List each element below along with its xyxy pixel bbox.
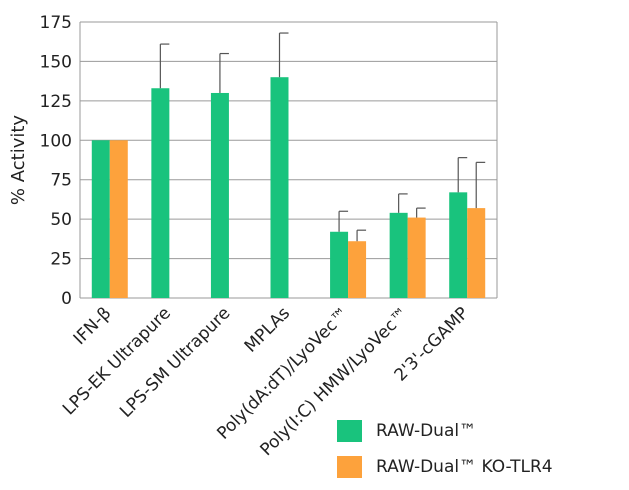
legend-item-raw-dual: RAW-Dual™ xyxy=(337,417,553,445)
bar-raw-dual xyxy=(151,88,170,299)
bar-raw-dual xyxy=(389,212,408,298)
legend-swatch-raw-dual-ko-tlr4 xyxy=(337,456,362,478)
legend-label-raw-dual: RAW-Dual™ xyxy=(376,421,477,441)
legend-label-raw-dual-ko-tlr4: RAW-Dual™ KO-TLR4 xyxy=(376,457,553,477)
y-axis-label: % Activity xyxy=(8,115,29,205)
bar-raw-dual xyxy=(210,92,229,298)
y-tick-label: 125 xyxy=(40,92,72,112)
x-tick-label: LPS-SM Ultrapure xyxy=(116,303,234,421)
y-tick-label: 175 xyxy=(40,13,72,33)
x-tick-label: LPS-EK Ultrapure xyxy=(59,303,175,419)
y-tick-label: 75 xyxy=(50,171,72,191)
y-tick-label: 25 xyxy=(50,250,72,270)
legend-swatch-raw-dual xyxy=(337,420,362,442)
x-tick-label: MPLAs xyxy=(241,303,294,356)
bar-raw-dual xyxy=(91,140,110,298)
y-tick-label: 0 xyxy=(61,289,72,309)
plot-frame xyxy=(79,22,498,298)
error-bars xyxy=(159,32,486,242)
bar-raw-dual xyxy=(449,192,468,298)
bar-raw-dual-ko-tlr4 xyxy=(348,241,367,298)
y-tick-label: 100 xyxy=(40,131,72,151)
bar-raw-dual-ko-tlr4 xyxy=(467,208,486,298)
legend: RAW-Dual™ RAW-Dual™ KO-TLR4 xyxy=(337,417,553,489)
bar-raw-dual-ko-tlr4 xyxy=(109,140,128,298)
bars xyxy=(91,77,486,299)
y-tick-label: 150 xyxy=(40,52,72,72)
bar-raw-dual xyxy=(330,231,349,298)
legend-item-raw-dual-ko-tlr4: RAW-Dual™ KO-TLR4 xyxy=(337,453,553,481)
bar-raw-dual-ko-tlr4 xyxy=(407,217,426,298)
y-tick-labels: 0 25 50 75 100 125 150 175 xyxy=(40,13,72,309)
y-tick-label: 50 xyxy=(50,210,72,230)
bar-raw-dual xyxy=(270,77,289,298)
x-tick-label: IFN-β xyxy=(70,303,116,349)
